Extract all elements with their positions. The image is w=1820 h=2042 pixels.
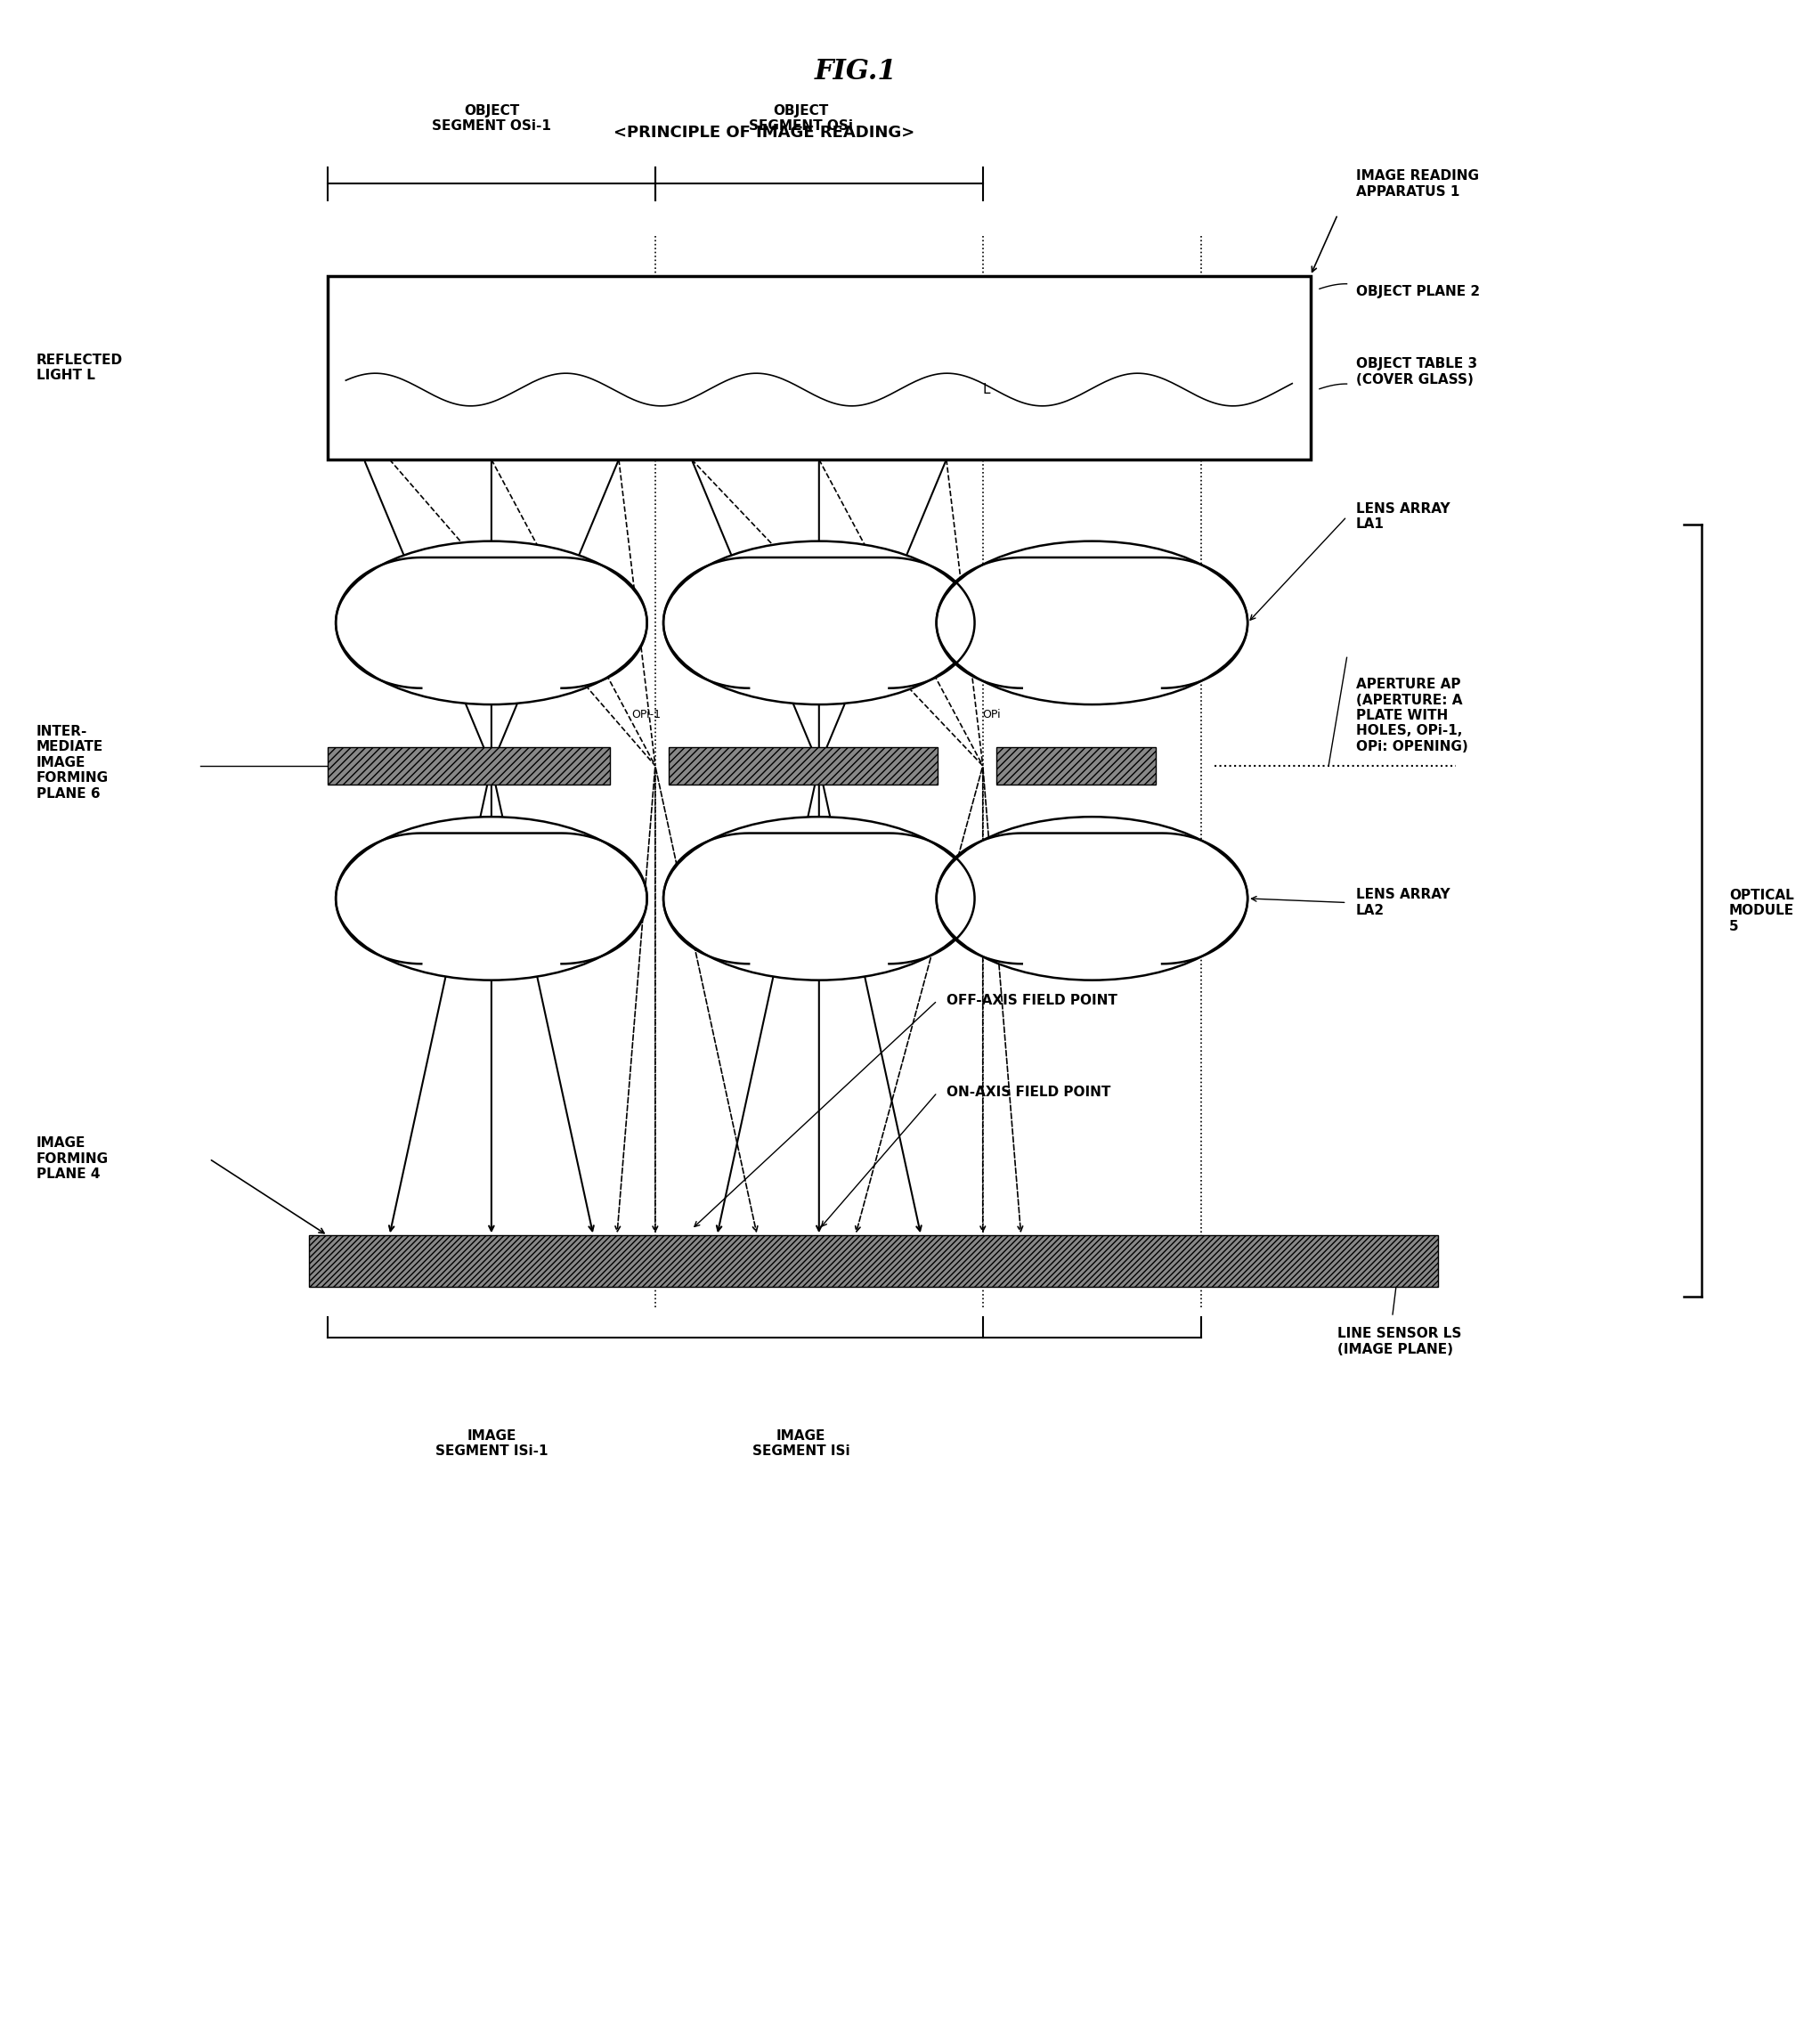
- Text: IMAGE READING
APPARATUS 1: IMAGE READING APPARATUS 1: [1356, 169, 1480, 198]
- Text: LENS ARRAY
LA1: LENS ARRAY LA1: [1356, 502, 1451, 531]
- Text: OBJECT
SEGMENT OSi-1: OBJECT SEGMENT OSi-1: [431, 104, 551, 133]
- Ellipse shape: [662, 541, 976, 704]
- Text: APERTURE AP
(APERTURE: A
PLATE WITH
HOLES, OPi-1,
OPi: OPENING): APERTURE AP (APERTURE: A PLATE WITH HOLE…: [1356, 678, 1469, 753]
- Ellipse shape: [937, 541, 1249, 704]
- Text: REFLECTED
LIGHT L: REFLECTED LIGHT L: [36, 353, 124, 382]
- Text: OBJECT TABLE 3
(COVER GLASS): OBJECT TABLE 3 (COVER GLASS): [1356, 357, 1478, 386]
- Bar: [328, 276, 1310, 459]
- Text: OFF-AXIS FIELD POINT: OFF-AXIS FIELD POINT: [946, 994, 1117, 1007]
- Bar: [670, 747, 937, 784]
- Text: INTER-
MEDIATE
IMAGE
FORMING
PLANE 6: INTER- MEDIATE IMAGE FORMING PLANE 6: [36, 725, 109, 800]
- Text: IMAGE
SEGMENT ISi-1: IMAGE SEGMENT ISi-1: [435, 1429, 548, 1458]
- Text: L: L: [983, 384, 990, 396]
- Ellipse shape: [337, 541, 648, 704]
- Text: OBJECT
SEGMENT OSi: OBJECT SEGMENT OSi: [748, 104, 854, 133]
- Bar: [328, 747, 610, 784]
- Ellipse shape: [937, 817, 1249, 980]
- Text: IMAGE
FORMING
PLANE 4: IMAGE FORMING PLANE 4: [36, 1137, 109, 1180]
- Text: OBJECT PLANE 2: OBJECT PLANE 2: [1356, 286, 1480, 298]
- Text: LINE SENSOR LS
(IMAGE PLANE): LINE SENSOR LS (IMAGE PLANE): [1338, 1327, 1461, 1356]
- Text: OPTICAL
MODULE
5: OPTICAL MODULE 5: [1729, 888, 1795, 933]
- Text: OPi: OPi: [983, 709, 1001, 721]
- Text: <PRINCIPLE OF IMAGE READING>: <PRINCIPLE OF IMAGE READING>: [613, 125, 915, 141]
- Bar: [997, 747, 1156, 784]
- Ellipse shape: [337, 817, 648, 980]
- Text: LENS ARRAY
LA2: LENS ARRAY LA2: [1356, 888, 1451, 917]
- Bar: [309, 1235, 1438, 1286]
- Ellipse shape: [662, 817, 976, 980]
- Text: FIG.1: FIG.1: [814, 57, 897, 86]
- Text: IMAGE
SEGMENT ISi: IMAGE SEGMENT ISi: [752, 1429, 850, 1458]
- Text: ON-AXIS FIELD POINT: ON-AXIS FIELD POINT: [946, 1086, 1110, 1099]
- Text: OPi-1: OPi-1: [632, 709, 661, 721]
